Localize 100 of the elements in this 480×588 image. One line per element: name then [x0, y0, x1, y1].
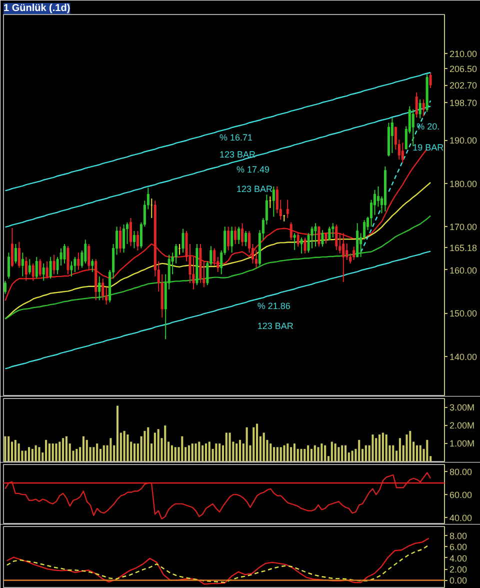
candlestick [49, 256, 52, 280]
y-tick-label: 2.00 [450, 564, 468, 575]
bar [252, 427, 255, 462]
candlestick [241, 222, 244, 247]
candlestick [422, 98, 425, 117]
bar [364, 445, 367, 462]
bar [273, 447, 276, 462]
bar [372, 434, 374, 462]
line-series [4, 472, 432, 520]
bar [293, 444, 296, 462]
bar [164, 426, 166, 462]
bar [334, 444, 336, 462]
candlestick [310, 226, 314, 249]
annotation: 123 BAR [220, 150, 256, 160]
candlestick [119, 226, 122, 254]
bar [110, 438, 112, 462]
bar [194, 444, 197, 462]
y-tick-label: 190.00 [450, 136, 478, 146]
candlestick [14, 243, 17, 264]
bar [286, 444, 289, 462]
bar [62, 438, 64, 462]
bar [398, 438, 401, 462]
candlestick [46, 260, 48, 280]
y-tick-label: 180.00 [450, 178, 478, 189]
bar [55, 444, 58, 462]
bar [225, 432, 228, 462]
y-tick-label: 6.00 [450, 542, 468, 552]
annotation: 19 BAR [412, 142, 444, 153]
candlestick [98, 276, 101, 301]
bar [382, 432, 384, 462]
y-tick-label: 210.00 [450, 48, 478, 59]
line-series [6, 544, 430, 584]
candlestick [234, 226, 237, 244]
candlestick [286, 199, 289, 218]
bar [426, 440, 428, 462]
bar [358, 440, 360, 462]
y-tick-label: 160.00 [450, 265, 478, 276]
candlestick [401, 142, 404, 164]
bar [14, 440, 16, 462]
y-tick-label: 170.00 [450, 222, 478, 232]
candlestick [300, 236, 303, 254]
bar [378, 434, 381, 462]
bar [351, 450, 354, 462]
candlestick [332, 222, 334, 238]
bar [154, 432, 156, 462]
bar [317, 447, 320, 462]
candlestick [21, 252, 24, 277]
bar [280, 447, 282, 462]
bar [310, 448, 312, 462]
bar [208, 442, 210, 462]
candlestick [132, 230, 136, 249]
bar [48, 444, 50, 462]
y-tick-label: 206.50 [450, 64, 478, 74]
bar [52, 444, 54, 462]
candlestick [324, 232, 328, 244]
bar [215, 444, 218, 462]
annotation: % 16.71 [220, 132, 253, 142]
bar [58, 442, 61, 462]
candlestick [63, 243, 66, 264]
candlestick [24, 256, 28, 282]
bar [188, 445, 190, 462]
bar [406, 434, 408, 462]
bar [96, 444, 98, 462]
candlestick [7, 252, 10, 280]
candlestick [335, 224, 338, 251]
bar [385, 434, 388, 462]
bar [86, 440, 88, 462]
bar [416, 445, 418, 462]
candlestick [318, 226, 320, 248]
y-tick-label: 202.70 [450, 80, 478, 91]
bar [102, 445, 105, 462]
y-tick-label: 8.00 [450, 530, 468, 541]
annotation: 123 BAR [257, 320, 294, 331]
bar [392, 445, 394, 462]
candlestick [272, 186, 275, 218]
line-series [4, 182, 432, 320]
y-tick-label: 2.00M [450, 420, 475, 430]
candlestick [52, 254, 56, 275]
bar [38, 447, 40, 462]
bar [133, 444, 136, 462]
candlestick [390, 117, 394, 154]
y-tick-label: 4.00 [450, 553, 468, 564]
candlestick [88, 243, 90, 270]
bar [191, 444, 194, 462]
bar [341, 445, 344, 462]
candlestick [174, 243, 178, 264]
bar [157, 429, 160, 462]
candlestick [77, 252, 80, 270]
candlestick [32, 262, 34, 282]
bar [204, 444, 207, 462]
bar [304, 448, 306, 462]
candlestick [102, 278, 104, 301]
bar [147, 427, 150, 462]
bar [202, 445, 204, 462]
candlestick [10, 227, 14, 268]
line-series [6, 538, 430, 585]
bar [283, 445, 286, 462]
candlestick [84, 239, 87, 264]
bar [290, 447, 292, 462]
bar [246, 427, 248, 462]
